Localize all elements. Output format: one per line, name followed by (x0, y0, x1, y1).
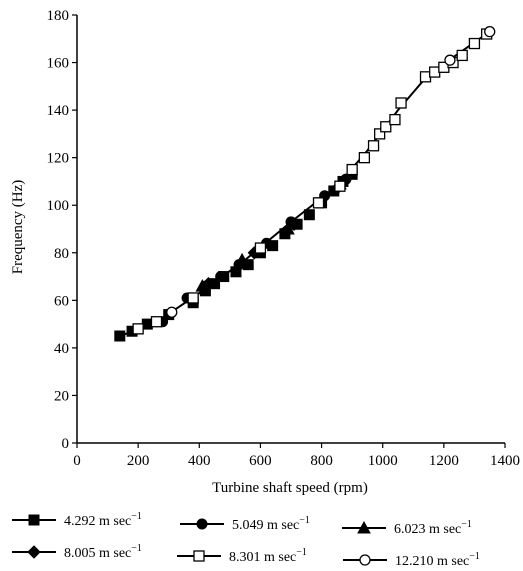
y-tick-label: 120 (47, 151, 70, 167)
data-point (281, 221, 295, 235)
legend-label: 8.005 m sec−1 (64, 543, 142, 561)
y-tick-label: 40 (54, 341, 69, 357)
legend-label: 8.301 m sec−1 (229, 547, 307, 565)
legend: 4.292 m sec−1 5.049 m sec−1 6.023 m sec−1 8… (12, 511, 480, 569)
points-layer (114, 25, 496, 342)
x-tick-label: 600 (249, 453, 272, 469)
data-point (303, 209, 315, 221)
legend-label: 6.023 m sec−1 (394, 519, 472, 537)
data-point (141, 318, 153, 330)
legend-item-1: 4.292 m sec−1 (12, 511, 142, 529)
data-point (132, 323, 144, 335)
series-5 (132, 28, 493, 335)
legend-item-4: 8.005 m sec−1 (12, 543, 142, 561)
legend-marker (357, 520, 371, 534)
x-tick-label: 200 (127, 453, 150, 469)
legend-marker (28, 514, 40, 526)
data-point (456, 49, 468, 62)
series-4 (201, 181, 344, 291)
x-axis-label: Turbine shaft speed (rpm) (212, 480, 368, 496)
legend-item-5: 8.301 m sec−1 (177, 547, 307, 565)
x-tick-label: 1400 (490, 453, 520, 469)
data-point (312, 197, 325, 209)
y-tick-label: 160 (47, 56, 70, 72)
legend-unit-exponent: −1 (131, 511, 142, 522)
data-point (114, 330, 126, 342)
data-point (287, 217, 301, 231)
data-point (150, 316, 163, 328)
data-point (444, 54, 456, 66)
data-point (395, 97, 407, 109)
y-tick-label: 140 (47, 103, 70, 119)
legend-marker (196, 518, 208, 530)
legend-unit-exponent: −1 (296, 547, 307, 558)
y-tick-label: 0 (62, 436, 70, 452)
data-point (215, 271, 227, 283)
y-axis-label: Frequency (Hz) (10, 180, 26, 275)
data-point (419, 71, 432, 83)
legend-unit-exponent: −1 (461, 519, 472, 530)
data-point (374, 128, 386, 140)
data-point (187, 292, 199, 304)
y-tick-label: 180 (47, 8, 70, 24)
series-6 (166, 25, 496, 318)
data-point (201, 276, 216, 291)
data-point (254, 242, 267, 254)
data-point (166, 306, 178, 318)
x-tick-label: 1200 (429, 453, 459, 469)
legend-unit-exponent: −1 (131, 543, 142, 554)
y-tick-label: 20 (54, 388, 69, 404)
y-axis: 0 20 40 60 80 100 120 140 160 180 (47, 8, 78, 452)
legend-label: 12.210 m sec−1 (395, 551, 480, 569)
data-point (235, 252, 249, 266)
legend-item-6: 12.210 m sec−1 (343, 551, 480, 569)
x-axis: 0 200 400 600 800 1000 1200 1400 (73, 442, 520, 469)
data-point (346, 163, 358, 176)
y-tick-label: 80 (54, 246, 69, 262)
legend-unit-exponent: −1 (469, 551, 480, 562)
legend-marker (359, 554, 371, 566)
legend-marker (193, 550, 205, 562)
x-tick-label: 800 (310, 453, 333, 469)
legend-marker (27, 545, 41, 559)
data-point (468, 37, 481, 50)
data-point (367, 140, 380, 152)
y-tick-label: 60 (54, 293, 69, 309)
x-tick-label: 400 (188, 453, 211, 469)
legend-item-3: 6.023 m sec−1 (342, 519, 472, 537)
x-tick-label: 0 (73, 453, 81, 469)
data-point (429, 66, 441, 78)
data-point (334, 180, 346, 192)
legend-unit-exponent: −1 (299, 515, 310, 526)
data-point (389, 113, 401, 126)
x-tick-label: 1000 (368, 453, 398, 469)
y-tick-label: 100 (47, 198, 70, 214)
legend-item-2: 5.049 m sec−1 (180, 515, 310, 533)
data-point (380, 121, 392, 133)
legend-label: 4.292 m sec−1 (64, 511, 142, 529)
legend-label: 5.049 m sec−1 (232, 515, 310, 533)
data-point (484, 25, 496, 38)
data-point (358, 152, 371, 164)
